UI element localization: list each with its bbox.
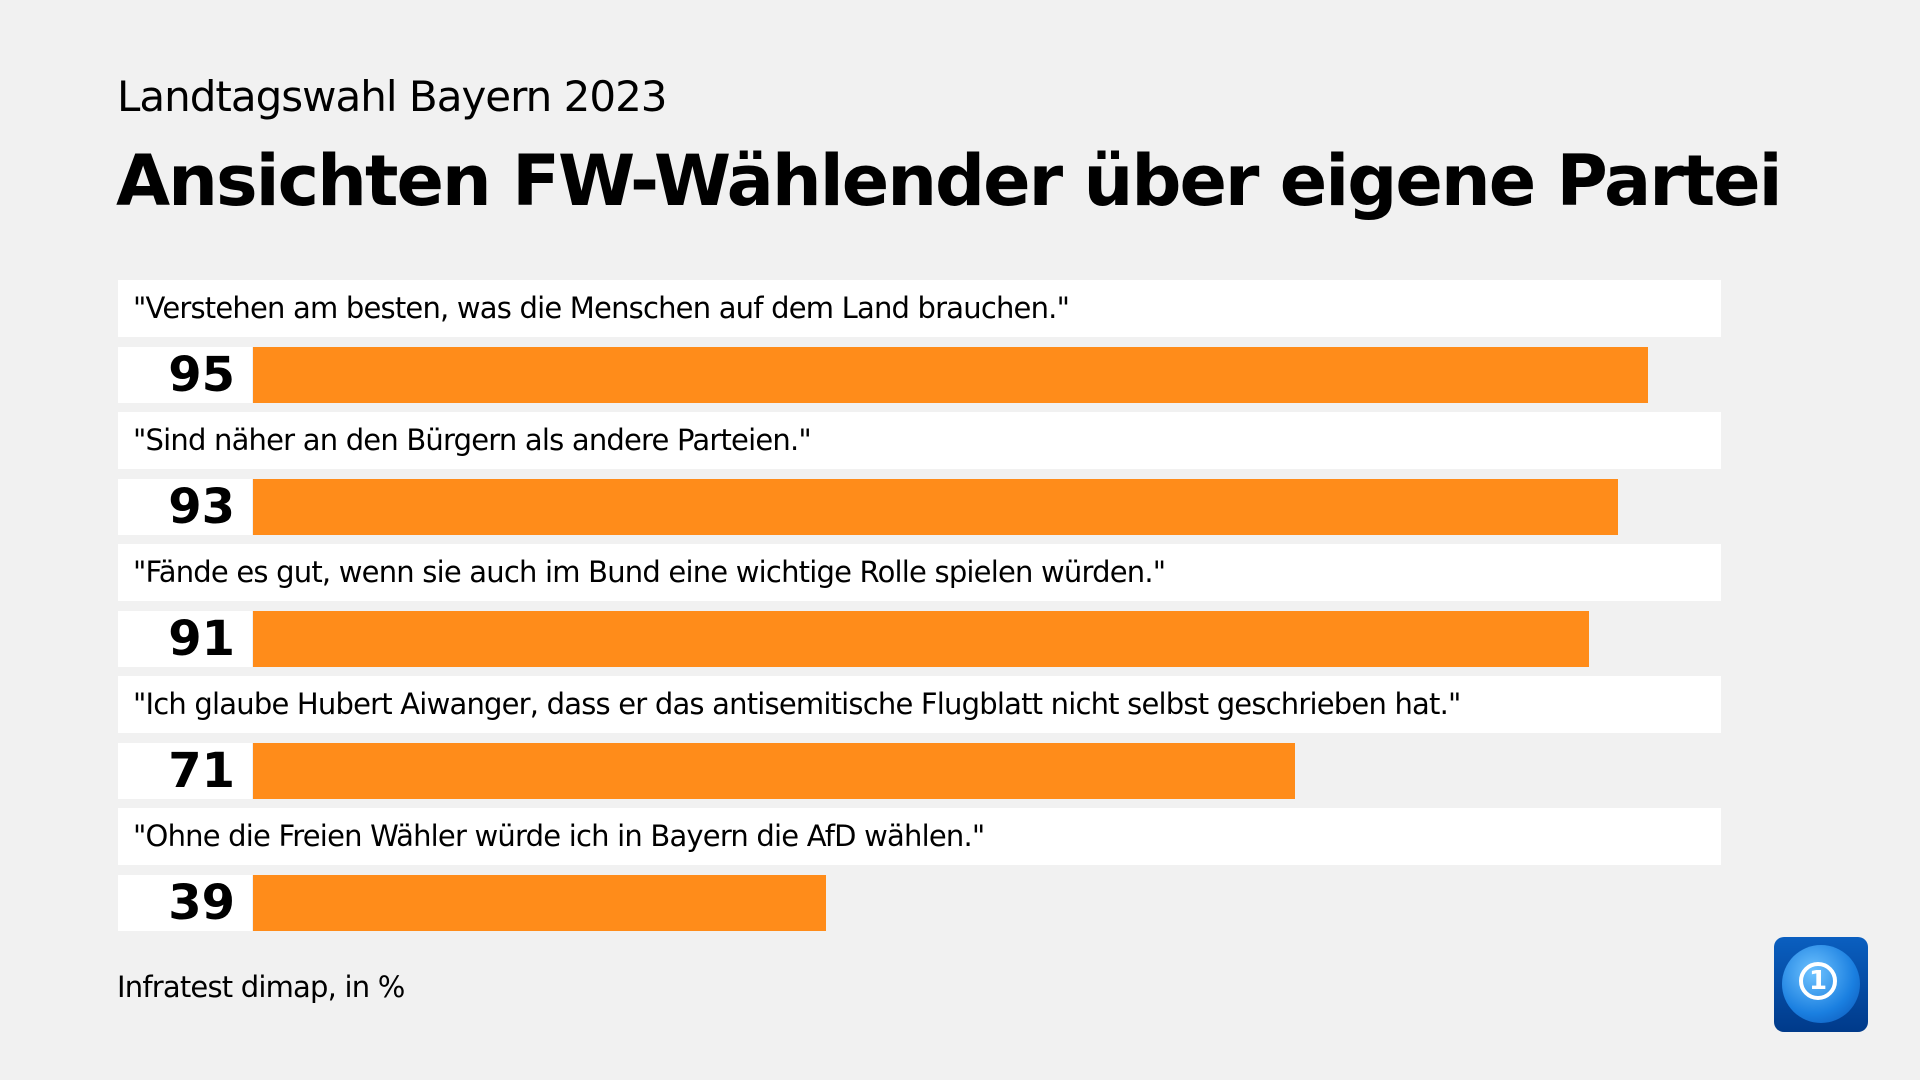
category-label: "Sind näher an den Bürgern als andere Pa… [118,412,1721,469]
tagesschau-logo-icon: 1 [1774,937,1868,1032]
ard-one-icon: 1 [1799,962,1837,1000]
category-label: "Ohne die Freien Wähler würde ich in Bay… [118,808,1721,865]
value-label: 95 [118,347,252,403]
bar-row: "Ich glaube Hubert Aiwanger, dass er das… [118,676,1721,808]
chart-supertitle: Landtagswahl Bayern 2023 [117,72,668,121]
value-label: 91 [118,611,252,667]
bar [253,875,826,931]
bar [253,479,1619,535]
value-label: 71 [118,743,252,799]
value-label: 39 [118,875,252,931]
chart-title: Ansichten FW-Wählender über eigene Parte… [116,140,1783,222]
bar-rows: "Verstehen am besten, was die Menschen a… [118,280,1721,940]
bar [253,743,1296,799]
bar-row: "Verstehen am besten, was die Menschen a… [118,280,1721,412]
source-note: Infratest dimap, in % [117,970,405,1004]
category-label: "Ich glaube Hubert Aiwanger, dass er das… [118,676,1721,733]
value-label: 93 [118,479,252,535]
category-label: "Verstehen am besten, was die Menschen a… [118,280,1721,337]
bar [253,611,1589,667]
category-label: "Fände es gut, wenn sie auch im Bund ein… [118,544,1721,601]
bar-row: "Sind näher an den Bürgern als andere Pa… [118,412,1721,544]
bar [253,347,1648,403]
bar-row: "Fände es gut, wenn sie auch im Bund ein… [118,544,1721,676]
bar-row: "Ohne die Freien Wähler würde ich in Bay… [118,808,1721,940]
